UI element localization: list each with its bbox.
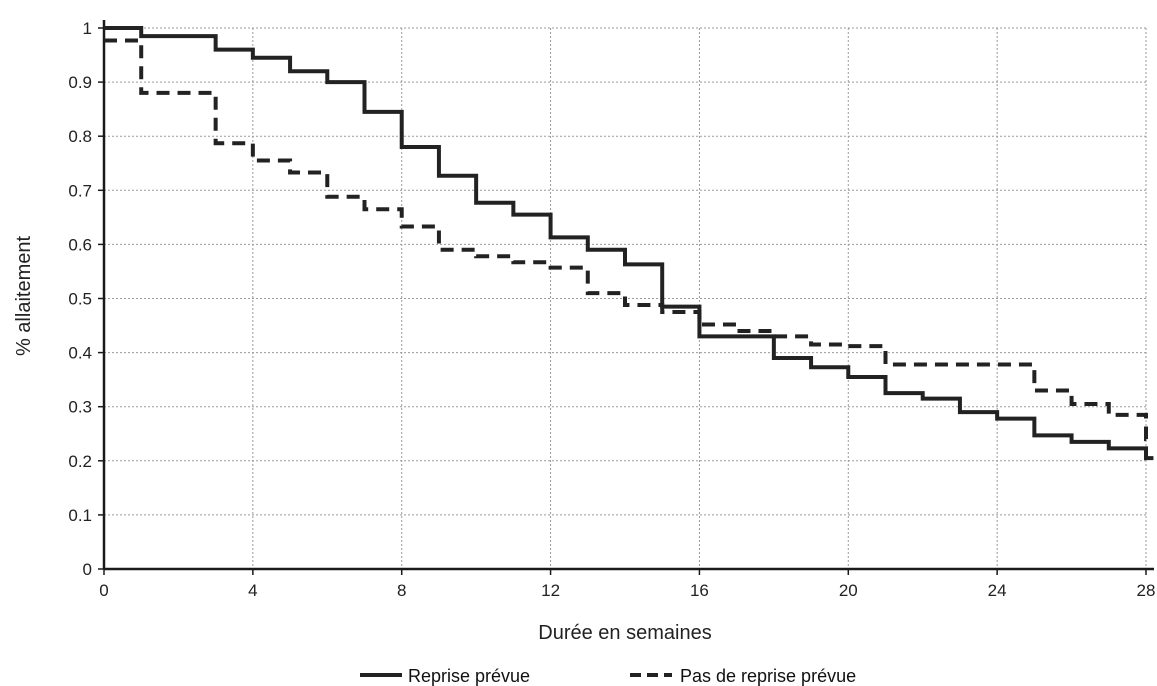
x-tick-label: 20 xyxy=(839,581,858,600)
x-tick-label: 4 xyxy=(248,581,257,600)
axes xyxy=(98,20,1154,575)
legend-label-pas-de-reprise: Pas de reprise prévue xyxy=(680,666,856,686)
x-tick-label: 16 xyxy=(690,581,709,600)
y-tick-label: 0.7 xyxy=(68,181,92,200)
x-tick-label: 0 xyxy=(99,581,108,600)
y-axis-title: % allaitement xyxy=(13,236,35,357)
y-tick-label: 0.9 xyxy=(68,73,92,92)
y-tick-label: 0.3 xyxy=(68,398,92,417)
x-tick-label: 8 xyxy=(397,581,406,600)
y-tick-label: 0 xyxy=(83,560,92,579)
x-tick-label: 12 xyxy=(541,581,560,600)
legend-label-reprise: Reprise prévue xyxy=(408,666,530,686)
series-line-pas-de-reprise xyxy=(104,38,1154,442)
y-tick-label: 0.6 xyxy=(68,235,92,254)
y-tick-label: 0.8 xyxy=(68,127,92,146)
y-tick-label: 0.1 xyxy=(68,506,92,525)
y-tick-label: 0.4 xyxy=(68,344,92,363)
legend: Reprise prévue Pas de reprise prévue xyxy=(360,666,856,686)
x-tick-label: 28 xyxy=(1137,581,1156,600)
x-tick-label: 24 xyxy=(988,581,1007,600)
y-tick-label: 0.2 xyxy=(68,452,92,471)
series-line-reprise xyxy=(104,26,1154,461)
tick-labels: 0 0.1 0.2 0.3 0.4 0.5 0.6 0.7 0.8 0.9 1 0 4 8 12 16 20 24… xyxy=(68,19,1155,600)
series-lines xyxy=(104,26,1154,461)
y-tick-label: 0.5 xyxy=(68,290,92,309)
y-tick-label: 1 xyxy=(83,19,92,38)
x-axis-title: Durée en semaines xyxy=(538,622,711,644)
